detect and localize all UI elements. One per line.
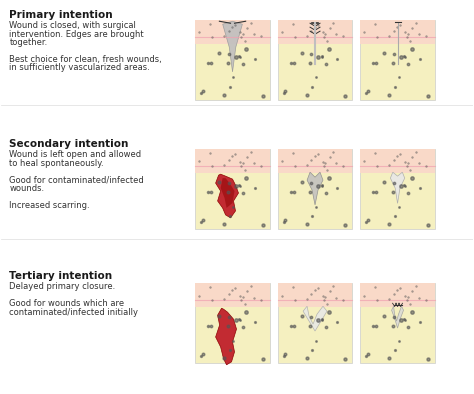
FancyBboxPatch shape <box>195 20 270 100</box>
FancyBboxPatch shape <box>278 20 352 100</box>
Text: Wound is left open and allowed: Wound is left open and allowed <box>9 151 141 159</box>
Polygon shape <box>223 21 242 72</box>
FancyBboxPatch shape <box>195 149 270 229</box>
Polygon shape <box>216 308 237 365</box>
FancyBboxPatch shape <box>360 283 435 363</box>
FancyBboxPatch shape <box>278 283 352 363</box>
FancyBboxPatch shape <box>360 20 435 100</box>
FancyBboxPatch shape <box>278 20 352 44</box>
FancyBboxPatch shape <box>360 149 435 173</box>
FancyBboxPatch shape <box>278 283 352 307</box>
Polygon shape <box>216 174 238 218</box>
FancyBboxPatch shape <box>360 20 435 44</box>
Text: Good for wounds which are: Good for wounds which are <box>9 299 125 308</box>
Text: together.: together. <box>9 38 47 47</box>
Text: Delayed primary closure.: Delayed primary closure. <box>9 282 116 292</box>
Text: in sufficiently vascularized areas.: in sufficiently vascularized areas. <box>9 63 150 72</box>
Polygon shape <box>303 306 327 331</box>
Polygon shape <box>307 172 323 205</box>
Text: Best choice for clean, fresh wounds,: Best choice for clean, fresh wounds, <box>9 55 162 64</box>
Text: Increased scarring.: Increased scarring. <box>9 201 90 210</box>
Text: Secondary intention: Secondary intention <box>9 139 129 149</box>
FancyBboxPatch shape <box>360 283 435 307</box>
Text: intervention. Edges are brought: intervention. Edges are brought <box>9 30 144 39</box>
FancyBboxPatch shape <box>278 149 352 173</box>
FancyBboxPatch shape <box>195 149 270 173</box>
FancyBboxPatch shape <box>195 20 270 44</box>
Text: Wound is closed, with surgical: Wound is closed, with surgical <box>9 21 136 30</box>
Polygon shape <box>392 306 403 328</box>
Text: Good for contaminated/infected: Good for contaminated/infected <box>9 176 144 185</box>
Text: contaminated/infected initially: contaminated/infected initially <box>9 308 138 317</box>
Text: Primary intention: Primary intention <box>9 10 113 20</box>
FancyBboxPatch shape <box>195 283 270 363</box>
FancyBboxPatch shape <box>278 149 352 229</box>
Text: Tertiary intention: Tertiary intention <box>9 271 112 281</box>
Polygon shape <box>220 178 235 208</box>
FancyBboxPatch shape <box>195 283 270 307</box>
Polygon shape <box>391 172 405 203</box>
FancyBboxPatch shape <box>360 149 435 229</box>
Text: to heal spontaneously.: to heal spontaneously. <box>9 159 104 168</box>
Text: wounds.: wounds. <box>9 184 45 193</box>
